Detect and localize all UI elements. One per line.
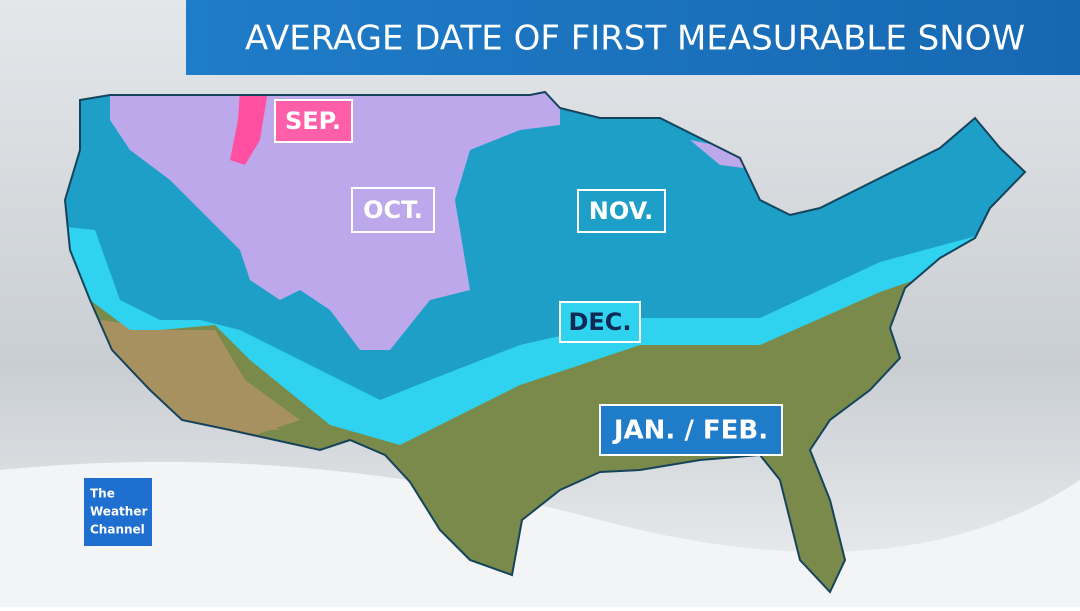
logo-text: Weather [90,505,147,519]
logo-text: The [90,487,115,501]
logo-text: Channel [90,523,145,537]
zone-label: OCT. [363,196,423,224]
title-banner [186,0,1080,75]
label-box [274,99,353,143]
logo [84,478,152,546]
zone-label: SEP. [285,107,341,135]
zone-label: NOV. [589,197,653,225]
title: AVERAGE DATE OF FIRST MEASURABLE SNOW [245,19,1025,59]
zone-sep [230,92,268,165]
label-box [559,301,641,343]
zone-label: JAN. / FEB. [612,416,768,446]
label-box [599,404,783,456]
zone-label: DEC. [568,308,631,336]
label-box [577,189,666,233]
label-box [351,187,435,233]
